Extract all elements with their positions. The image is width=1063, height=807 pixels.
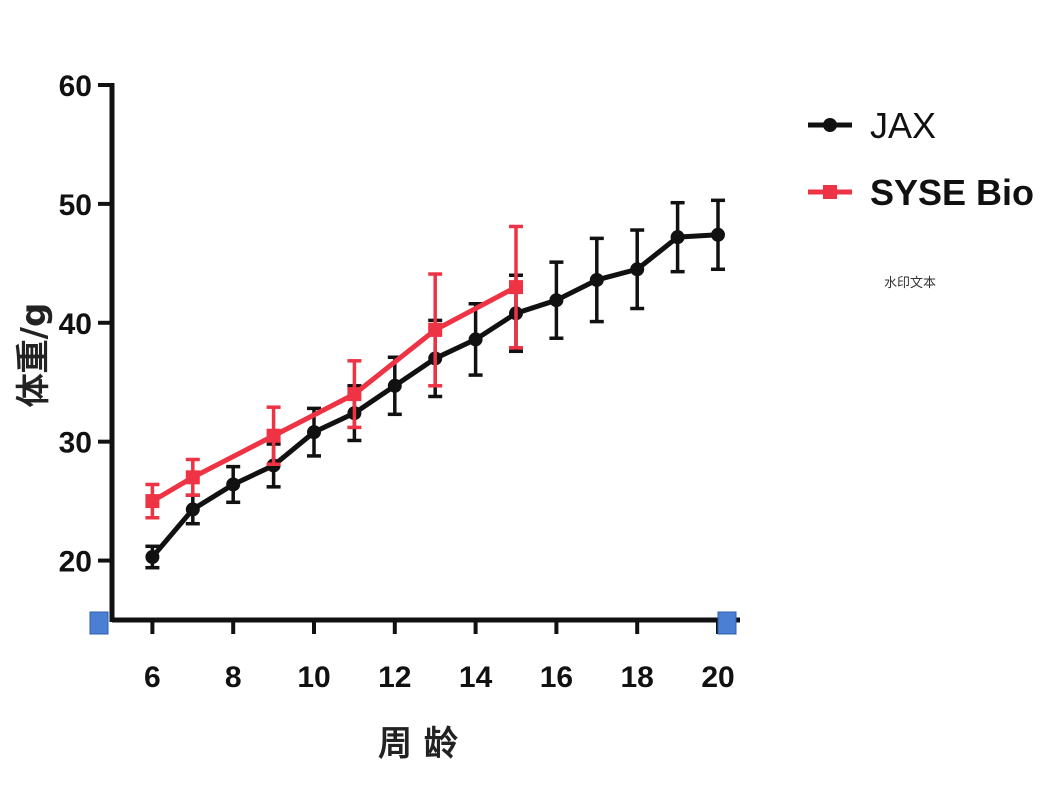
legend-item: JAX [808,105,936,146]
data-point [711,227,725,242]
data-point [670,230,685,245]
watermark-text: 水印文本 [884,276,936,291]
x-tick-label: 12 [378,661,411,694]
legend-item: SYSE Bio [808,172,1034,213]
x-tick-label: 14 [459,661,493,694]
legend-label: JAX [870,105,936,146]
data-point [266,428,281,443]
y-tick-label: 30 [59,427,92,460]
data-point [145,494,160,509]
data-point [549,293,564,308]
data-point [428,322,443,337]
x-tick-label: 16 [540,661,573,694]
data-point [347,387,362,402]
legend-label: SYSE Bio [870,172,1034,213]
data-point [468,332,483,347]
chart-series [145,198,725,570]
x-tick-label: 6 [144,661,161,694]
data-point [387,378,402,393]
chart-legend: JAX SYSE Bio [808,105,1034,213]
data-point [307,425,321,440]
axis-handle-right [717,611,737,635]
data-point [145,549,160,564]
x-tick-label: 20 [701,661,734,694]
data-point [630,262,645,277]
legend-marker [823,118,837,132]
axis-handle-left [89,611,109,635]
chart-axes: 20 30 40 50 60 6 8 10 12 14 16 18 20 [59,70,740,694]
data-point [226,477,241,492]
x-tick-label: 8 [225,661,242,694]
data-point [185,502,200,517]
series-syse-bio [145,224,523,520]
x-axis-title: 周 龄 [378,724,458,764]
x-tick-label: 18 [621,661,654,694]
series-line [151,284,518,504]
y-tick-label: 40 [59,308,92,341]
data-point [589,272,604,287]
x-tick-label: 10 [297,661,330,694]
data-point [185,470,200,485]
y-tick-label: 50 [59,189,92,222]
y-axis-title: 体重/g [14,303,54,408]
y-tick-label: 20 [59,546,92,579]
y-tick-label: 60 [59,70,92,103]
data-point [509,280,523,295]
legend-marker [823,185,837,199]
